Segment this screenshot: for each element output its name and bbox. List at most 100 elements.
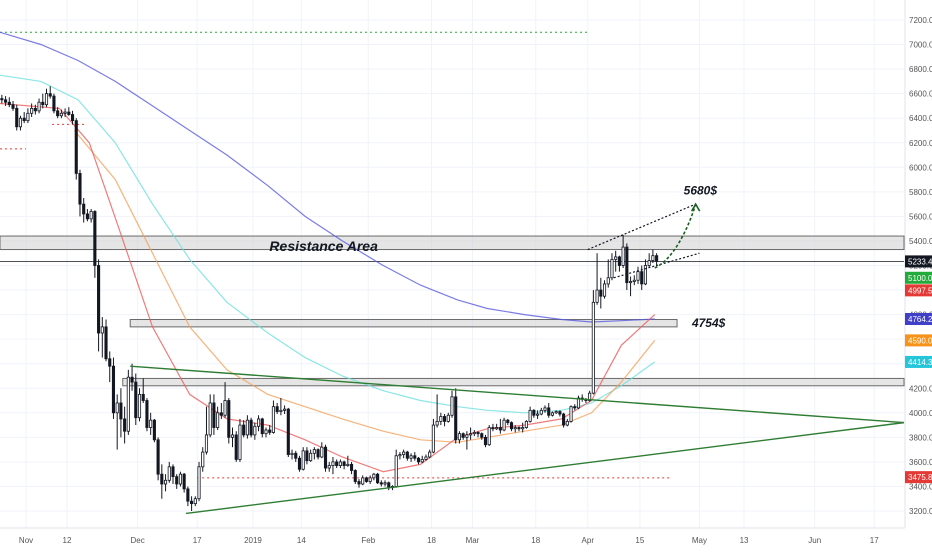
candle-body: [614, 256, 618, 260]
candle-body: [33, 107, 37, 112]
candle-body: [301, 450, 305, 470]
candle-body: [22, 117, 26, 122]
trendline-layer: [130, 202, 905, 515]
candle-body: [331, 461, 335, 466]
candle-up: [149, 412, 153, 435]
candle-down: [413, 452, 417, 461]
channel-lower-line: [613, 252, 700, 279]
candle-body: [394, 455, 398, 487]
candle-body: [230, 434, 235, 438]
candle-up: [167, 461, 171, 483]
candle-up: [409, 453, 413, 462]
price-badge-text: 4764.2: [908, 315, 932, 324]
candle-body: [260, 418, 264, 435]
candle-up: [331, 456, 335, 475]
candle-body: [290, 452, 294, 455]
candle-body: [7, 101, 11, 106]
candle-up: [163, 474, 168, 492]
candle-up: [44, 88, 49, 108]
price-badge: 4764.2: [905, 312, 932, 325]
candle-body: [621, 246, 625, 266]
candle-up: [513, 425, 517, 433]
candle-up: [361, 475, 365, 486]
candle-down: [85, 209, 89, 222]
x-tick-label: Apr: [582, 536, 595, 545]
candle-body: [632, 279, 636, 282]
candle-body: [44, 93, 49, 106]
candle-body: [509, 422, 514, 430]
candle-body: [111, 365, 116, 414]
candle-up: [539, 407, 543, 416]
support-price-label: 4754$: [691, 316, 726, 330]
candle-body: [286, 408, 290, 455]
candle-body: [193, 498, 197, 505]
candle-up: [372, 472, 376, 481]
candle-down: [130, 363, 134, 391]
candle-body: [327, 465, 331, 469]
candle-body: [573, 406, 577, 409]
candle-down: [580, 394, 584, 402]
candle-down: [461, 432, 465, 440]
candle-body: [70, 114, 75, 122]
candle-up: [290, 449, 294, 460]
candle-body: [186, 488, 190, 502]
candle-down: [182, 472, 186, 493]
candle-body: [424, 456, 428, 460]
candle-down: [476, 431, 480, 438]
candle-up: [632, 275, 636, 286]
candle-up: [420, 455, 424, 464]
candle-body: [309, 452, 313, 462]
candle-up: [643, 259, 648, 286]
candle-body: [431, 424, 435, 453]
candle-down: [379, 480, 383, 487]
candle-down: [268, 425, 272, 435]
candle-up: [320, 442, 324, 459]
candle-body: [428, 451, 432, 458]
candle-body: [74, 120, 78, 174]
candle-up: [576, 395, 581, 410]
candle-body: [104, 326, 108, 360]
candle-body: [163, 479, 168, 485]
candle-body: [588, 392, 592, 401]
y-tick-label: 6800.0: [909, 65, 932, 74]
y-tick-label: 7000.0: [909, 41, 932, 50]
candle-body: [521, 427, 525, 430]
candle-down: [483, 434, 488, 448]
candle-down: [4, 96, 8, 106]
candle-body: [123, 418, 127, 432]
price-badge: 4997.5: [905, 284, 932, 297]
candle-up: [89, 209, 93, 223]
candle-body: [402, 451, 406, 455]
candle-up: [59, 109, 63, 119]
candle-body: [383, 482, 387, 485]
price-badge-text: 3475.8: [908, 473, 932, 482]
candle-up: [595, 253, 599, 305]
candle-body: [18, 117, 23, 128]
candle-up: [398, 452, 402, 460]
candle-down: [160, 464, 164, 499]
candle-body: [502, 419, 506, 431]
candle-up: [550, 411, 554, 417]
price-badge: 5100.0: [905, 271, 932, 284]
price-badge-text: 5100.0: [908, 274, 932, 283]
candle-body: [506, 419, 510, 424]
candle-body: [599, 289, 603, 297]
price-badge-bg: [905, 471, 932, 484]
candle-down: [562, 412, 566, 428]
candle-down: [141, 378, 145, 403]
candle-body: [208, 402, 212, 436]
candle-down: [353, 469, 357, 484]
candle-down: [156, 437, 160, 481]
candle-down: [123, 406, 127, 444]
candle-body: [219, 412, 223, 416]
candle-body: [97, 265, 101, 334]
candle-down: [558, 410, 562, 417]
candle-body: [249, 419, 253, 436]
candle-body: [439, 416, 443, 422]
y-tick-label: 6400.0: [909, 114, 932, 123]
candle-body: [532, 409, 536, 416]
candle-body: [212, 402, 216, 428]
candle-body: [283, 408, 287, 411]
